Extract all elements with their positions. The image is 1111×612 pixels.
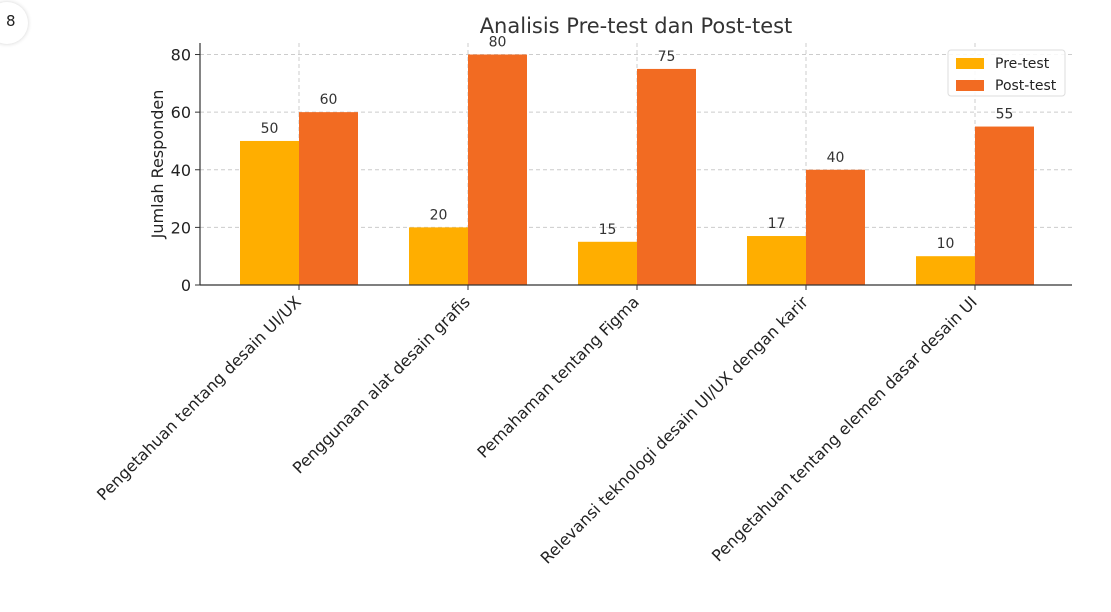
bar-pre-test xyxy=(747,236,806,285)
x-tick-label: Penggunaan alat desain grafis xyxy=(289,292,474,477)
y-tick-label: 0 xyxy=(181,276,191,295)
y-tick-label: 80 xyxy=(171,46,191,65)
data-label: 20 xyxy=(430,207,448,223)
x-tick-label: Relevansi teknologi desain UI/UX dengan … xyxy=(537,292,812,567)
openai-logo-glyph: 8 xyxy=(6,12,16,30)
legend-entry: Pre-test xyxy=(995,56,1050,72)
y-tick-label: 60 xyxy=(171,103,191,122)
bar-pre-test xyxy=(916,256,975,285)
bar-post-test xyxy=(468,54,527,286)
x-tick-label: Pengetahuan tentang desain UI/UX xyxy=(93,292,305,504)
data-label: 40 xyxy=(827,150,845,166)
x-tick-label: Pemahaman tentang Figma xyxy=(473,292,642,461)
y-axis-label: Jumlah Responden xyxy=(148,90,167,240)
data-label: 17 xyxy=(768,216,786,232)
data-label: 50 xyxy=(261,121,279,137)
bar-post-test xyxy=(806,169,865,285)
bar-pre-test xyxy=(409,227,468,285)
bar-post-test xyxy=(299,112,358,286)
bar-post-test xyxy=(637,68,696,285)
data-label: 80 xyxy=(489,35,507,51)
y-tick-label: 40 xyxy=(171,161,191,180)
legend-entry: Post-test xyxy=(995,78,1057,94)
data-labels: 50 20 15 17 10 60 80 75 40 55 xyxy=(261,35,1014,253)
axes: 0 20 40 60 80 Pengetahuan tentang desain UI/U… xyxy=(93,43,1072,568)
legend-swatch xyxy=(956,58,984,69)
data-label: 15 xyxy=(599,222,617,238)
data-label: 75 xyxy=(658,49,676,65)
chart-title: Analisis Pre-test dan Post-test xyxy=(480,14,793,38)
bar-pre-test xyxy=(240,140,299,285)
bar-pre-test xyxy=(578,241,637,285)
data-label: 55 xyxy=(996,107,1014,123)
y-tick-label: 20 xyxy=(171,218,191,237)
bars xyxy=(240,54,1034,286)
legend: Pre-test Post-test xyxy=(947,49,1066,97)
legend-swatch xyxy=(956,80,984,91)
data-label: 60 xyxy=(320,92,338,108)
openai-logo-icon: 8 xyxy=(0,2,28,44)
bar-post-test xyxy=(975,126,1034,285)
data-label: 10 xyxy=(937,236,955,252)
x-tick-label: Pengetahuan tentang elemen dasar desain … xyxy=(708,292,981,565)
